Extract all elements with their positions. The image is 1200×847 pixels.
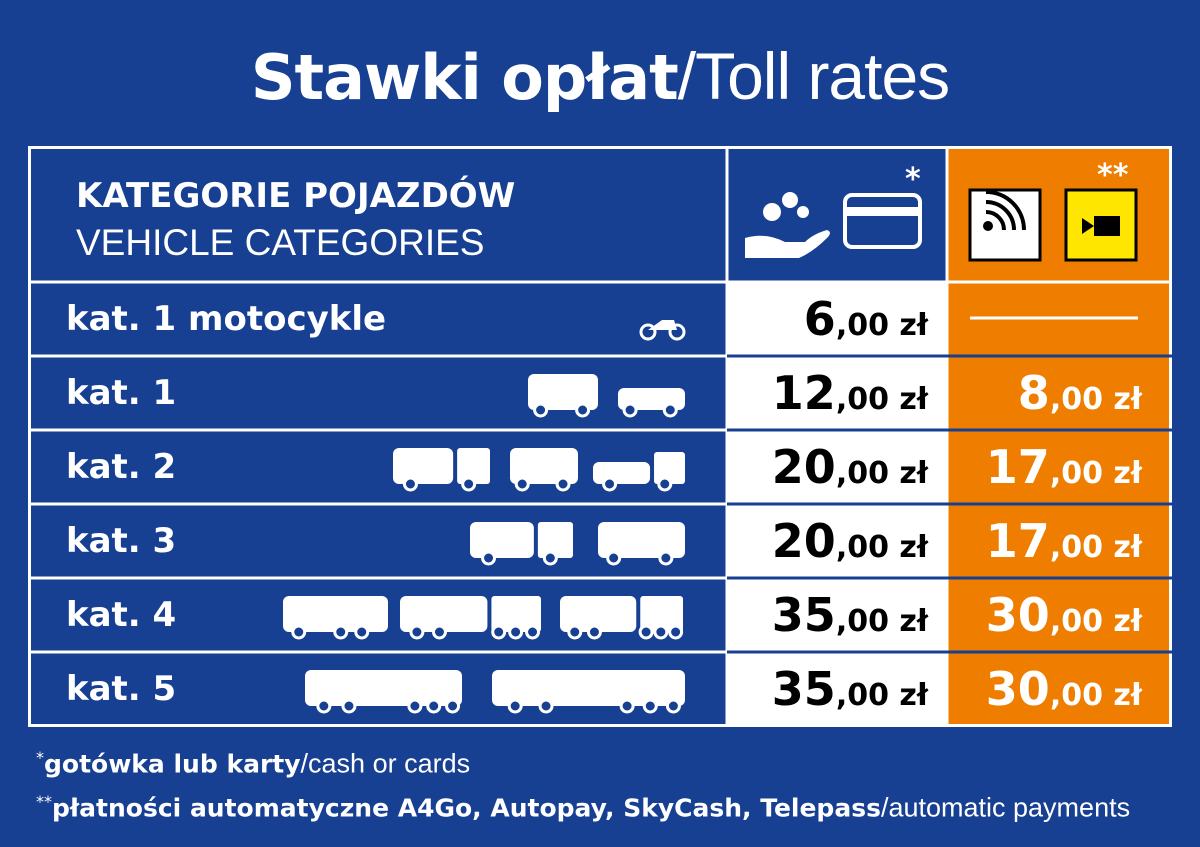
- header-category-pl: KATEGORIE POJAZDÓW: [76, 176, 516, 216]
- manual-mark: *: [905, 162, 921, 197]
- vehicle-icon-part: [542, 550, 558, 566]
- vehicle-icon-part: [668, 323, 686, 341]
- vehicle-icon-part: [537, 522, 573, 558]
- vehicle-icon-part: [431, 624, 447, 640]
- vehicle-icon-part: [354, 624, 370, 640]
- vehicle-icon-part: [491, 624, 507, 640]
- footnote: *gotówka lub karty/cash or cards: [36, 748, 470, 779]
- vehicle-icon-part: [665, 698, 681, 714]
- vehicle-icon-part: [305, 670, 462, 706]
- footnote: **płatności automatyczne A4Go, Autopay, …: [36, 792, 1130, 823]
- vehicle-icon-part: [598, 522, 685, 558]
- vehicle-icon-part: [657, 476, 673, 492]
- vehicle-icon-part: [662, 402, 678, 418]
- vehicle-icon-part: [461, 476, 477, 492]
- footnote-bold: płatności automatyczne A4Go, Autopay, Sk…: [52, 793, 881, 823]
- row-label: kat. 1: [66, 373, 177, 413]
- title-bold: Stawki opłat: [250, 41, 679, 114]
- vehicle-icon-part: [658, 550, 674, 566]
- vehicle-icon-part: [457, 448, 490, 484]
- vehicle-icon-part: [575, 402, 591, 418]
- vehicle-icon-part: [407, 698, 423, 714]
- automatic-mark: **: [1097, 158, 1129, 193]
- vehicle-icon-part: [341, 698, 357, 714]
- manual-price: 6,00 zł: [803, 292, 928, 346]
- vehicle-icon-part: [402, 476, 418, 492]
- vehicle-icon-part: [533, 402, 549, 418]
- row-label: kat. 3: [66, 521, 177, 561]
- vehicle-icon-part: [400, 596, 488, 632]
- row-label: kat. 2: [66, 447, 177, 487]
- vehicle-icon-part: [654, 452, 685, 484]
- vehicle-icon-part: [586, 624, 602, 640]
- vehicle-icon-part: [638, 624, 654, 640]
- vehicle-icon-part: [283, 596, 388, 632]
- vehicle-icon-part: [653, 624, 669, 640]
- vehicle-icon-part: [491, 596, 541, 632]
- title-light: /Toll rates: [677, 39, 950, 113]
- manual-price: 12,00 zł: [771, 366, 928, 420]
- vehicle-icon-part: [492, 670, 685, 706]
- manual-price: 35,00 zł: [771, 588, 928, 642]
- vehicle-icon-part: [642, 698, 658, 714]
- manual-price: 20,00 zł: [771, 440, 928, 494]
- automatic-price: 17,00 zł: [985, 440, 1142, 494]
- vehicle-icon-part: [668, 624, 684, 640]
- vehicle-icon-part: [602, 476, 618, 492]
- vehicle-icon-part: [481, 550, 497, 566]
- vehicle-icon-part: [514, 476, 530, 492]
- automatic-price: 17,00 zł: [985, 514, 1142, 568]
- vehicle-icon-part: [316, 698, 332, 714]
- vehicle-icon-part: [525, 624, 541, 640]
- row-label: kat. 5: [66, 669, 177, 709]
- vehicle-icon-part: [619, 698, 635, 714]
- vehicle-icon-part: [333, 624, 349, 640]
- automatic-price: 8,00 zł: [1017, 366, 1142, 420]
- automatic-price: 30,00 zł: [985, 662, 1142, 716]
- footnote-mark: **: [36, 792, 52, 811]
- vehicle-icon-part: [538, 698, 554, 714]
- vehicle-icon-part: [648, 320, 677, 330]
- vehicle-icon-part: [622, 402, 638, 418]
- vehicle-icon-part: [640, 596, 683, 632]
- vehicle-icon-part: [606, 550, 622, 566]
- vehicle-icon-part: [507, 698, 523, 714]
- vehicle-icon-part: [593, 462, 651, 484]
- row-label: kat. 1 motocykle: [66, 299, 387, 339]
- row-label: kat. 4: [66, 595, 177, 635]
- vehicle-icon-part: [510, 448, 578, 484]
- vehicle-icon-part: [445, 698, 461, 714]
- manual-price: 20,00 zł: [771, 514, 928, 568]
- vehicle-icon-part: [639, 323, 657, 341]
- header-category-en: VEHICLE CATEGORIES: [76, 222, 485, 263]
- manual-price: 35,00 zł: [771, 662, 928, 716]
- vehicle-icon-part: [291, 624, 307, 640]
- footnote-light: /cash or cards: [300, 748, 471, 779]
- automatic-price: 30,00 zł: [985, 588, 1142, 642]
- vehicle-icon-part: [528, 374, 598, 410]
- vehicle-icon-part: [470, 522, 534, 558]
- footnote-light: /automatic payments: [880, 792, 1131, 823]
- vehicle-icon-part: [567, 624, 583, 640]
- title: Stawki opłat/Toll rates: [0, 38, 1200, 114]
- vehicle-icon-part: [409, 624, 425, 640]
- vehicle-icon-part: [508, 624, 524, 640]
- vehicle-icon-part: [426, 698, 442, 714]
- footnote-bold: gotówka lub karty: [44, 749, 301, 779]
- vehicle-icon-part: [560, 596, 637, 632]
- footnote-mark: *: [36, 748, 44, 767]
- vehicle-icon-part: [393, 448, 454, 484]
- vehicle-icon-part: [555, 476, 571, 492]
